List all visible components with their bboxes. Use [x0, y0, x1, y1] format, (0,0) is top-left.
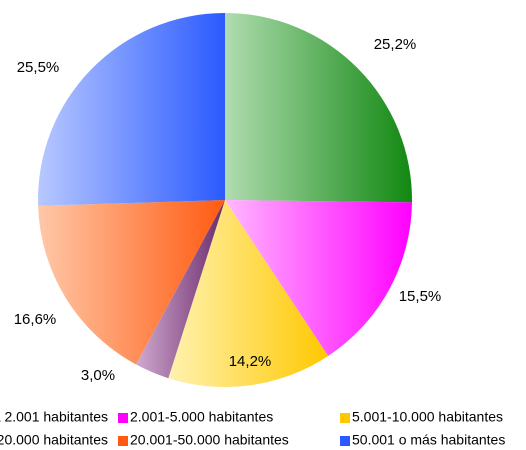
pie-slice — [38, 200, 226, 365]
legend-label: 20.001-50.000 habitantes — [130, 432, 289, 448]
pie-slice — [135, 200, 225, 379]
pie-slice — [38, 13, 225, 206]
data-label: 15,5% — [399, 288, 442, 305]
legend-swatch — [340, 413, 350, 423]
pie-slice — [225, 200, 412, 356]
data-label: 25,2% — [374, 36, 417, 53]
legend-label: 10.001-20.000 habitantes — [0, 432, 108, 448]
legend-label: 50.001 o más habitantes — [352, 432, 505, 448]
legend-label: Hasta 2.001 habitantes — [0, 409, 108, 425]
pie-slice — [168, 200, 329, 387]
legend-label: 2.001-5.000 habitantes — [130, 409, 273, 425]
data-label: 16,6% — [14, 311, 57, 328]
legend-swatch — [118, 413, 128, 423]
legend-swatch — [340, 436, 350, 446]
legend-label: 5.001-10.000 habitantes — [352, 409, 503, 425]
data-label: 14,2% — [229, 353, 272, 370]
pie-slice — [225, 13, 412, 203]
data-label: 25,5% — [17, 59, 60, 76]
legend-swatch — [118, 436, 128, 446]
data-label: 3,0% — [81, 367, 115, 384]
